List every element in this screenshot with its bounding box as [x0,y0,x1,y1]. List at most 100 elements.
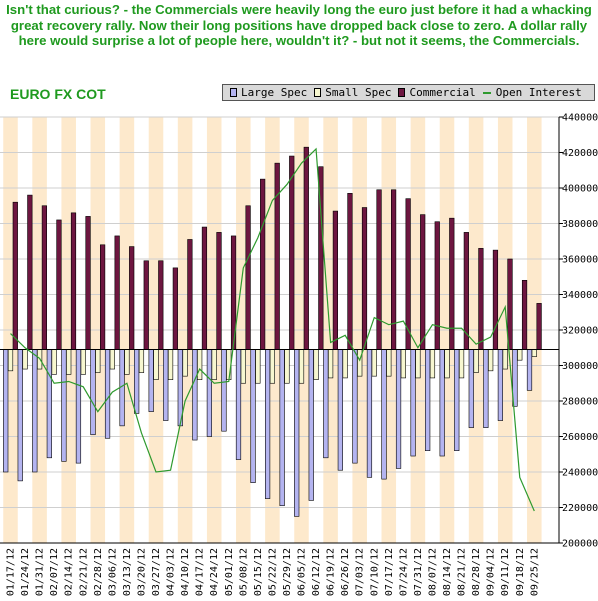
x-tick-label: 08/28/12 [471,548,482,596]
bar-commercial [70,212,77,350]
y-tick-label: 380000 [562,219,598,230]
bar-small-spec [531,349,537,357]
bar-small-spec [458,349,465,379]
bar-commercial [303,146,309,350]
bar-small-spec [211,349,217,380]
bar-large-spec [337,349,343,471]
bar-small-spec [473,349,479,373]
x-tick-label: 08/07/12 [427,548,438,596]
x-tick-label: 05/29/12 [282,548,293,596]
y-tick-label: 360000 [562,255,598,266]
y-tick-label: 400000 [562,184,598,195]
x-tick-label: 09/18/12 [515,548,526,596]
bar-small-spec [429,349,436,379]
bar-small-spec [7,349,14,372]
x-tick-label: 09/04/12 [486,548,497,596]
bar-large-spec [221,349,227,432]
x-tick-label: 06/26/12 [340,548,351,596]
y-tick-label: 200000 [562,539,598,550]
legend-label-large-spec: Large Spec [241,86,308,99]
bar-large-spec [366,349,373,478]
bar-large-spec [148,349,154,412]
chart-caption: Isn't that curious? - the Commercials we… [6,2,592,48]
legend-label-small-spec: Small Spec [325,86,392,99]
bar-commercial [201,226,208,350]
bar-large-spec [250,349,256,483]
bar-commercial [100,244,106,350]
bar-small-spec [255,349,261,384]
legend-swatch-commercial [398,88,406,97]
bar-large-spec [497,349,504,421]
bar-small-spec [80,349,86,375]
x-tick-label: 04/17/12 [195,548,206,596]
bar-commercial [260,178,266,350]
bar-large-spec [134,349,140,414]
bar-commercial [449,217,455,350]
bar-large-spec [439,349,445,457]
y-tick-label: 300000 [562,361,598,372]
x-tick-label: 02/07/12 [49,548,60,596]
y-tick-label: 340000 [562,290,598,301]
bar-large-spec [279,349,285,507]
x-tick-label: 01/17/12 [6,548,17,596]
bar-commercial [332,210,339,350]
y-tick-label: 240000 [562,468,598,479]
x-tick-label: 06/19/12 [326,548,337,596]
bar-commercial [376,189,382,350]
bar-large-spec [104,349,111,439]
legend-item-small-spec: Small Spec [314,86,391,99]
bar-large-spec [192,349,198,441]
bar-large-spec [75,349,82,464]
legend-label-open-interest: Open Interest [495,86,582,99]
bar-small-spec [138,349,145,373]
bar-small-spec [517,349,523,361]
bar-large-spec [264,349,271,499]
chart-title: EURO FX COT [10,86,106,102]
bar-commercial [536,303,542,350]
legend-item-commercial: Commercial [398,86,476,99]
bar-commercial [478,248,484,350]
x-tick-label: 02/14/12 [64,548,75,596]
bar-large-spec [61,349,67,462]
x-tick-label: 03/13/12 [122,548,133,596]
x-tick-label: 07/03/12 [355,548,366,596]
x-tick-label: 05/15/12 [253,548,264,596]
bar-commercial [158,260,164,350]
x-tick-label: 03/20/12 [136,548,147,596]
bar-commercial [390,189,397,350]
bar-small-spec [95,349,101,373]
bar-small-spec [444,349,450,379]
bar-small-spec [167,349,174,380]
y-tick-label: 220000 [562,503,598,514]
bar-small-spec [371,349,377,377]
x-tick-label: 04/03/12 [166,548,177,596]
bar-large-spec [323,349,329,459]
bar-small-spec [313,349,319,380]
x-tick-label: 04/24/12 [209,548,220,596]
y-tick-label: 260000 [562,432,598,443]
bar-small-spec [298,349,305,384]
bar-small-spec [488,349,494,372]
x-tick-label: 08/21/12 [457,548,468,596]
bar-small-spec [109,349,115,370]
y-tick-label: 280000 [562,397,598,408]
x-tick-label: 05/22/12 [267,548,278,596]
bar-large-spec [3,349,9,473]
bar-commercial [129,246,135,350]
bar-commercial [216,232,222,350]
x-tick-label: 09/25/12 [529,548,540,596]
bar-large-spec [468,349,474,428]
bar-large-spec [381,349,387,480]
x-tick-label: 01/31/12 [35,548,46,596]
x-tick-label: 04/10/12 [180,548,191,596]
x-tick-label: 03/06/12 [107,548,118,596]
bar-commercial [347,193,353,350]
bar-large-spec [46,349,52,459]
legend-label-commercial: Commercial [409,86,476,99]
bar-small-spec [269,349,276,384]
bar-commercial [172,267,178,350]
bar-commercial [187,239,193,350]
bar-large-spec [483,349,489,428]
chart-legend: Large Spec Small Spec Commercial Open In… [222,84,595,101]
